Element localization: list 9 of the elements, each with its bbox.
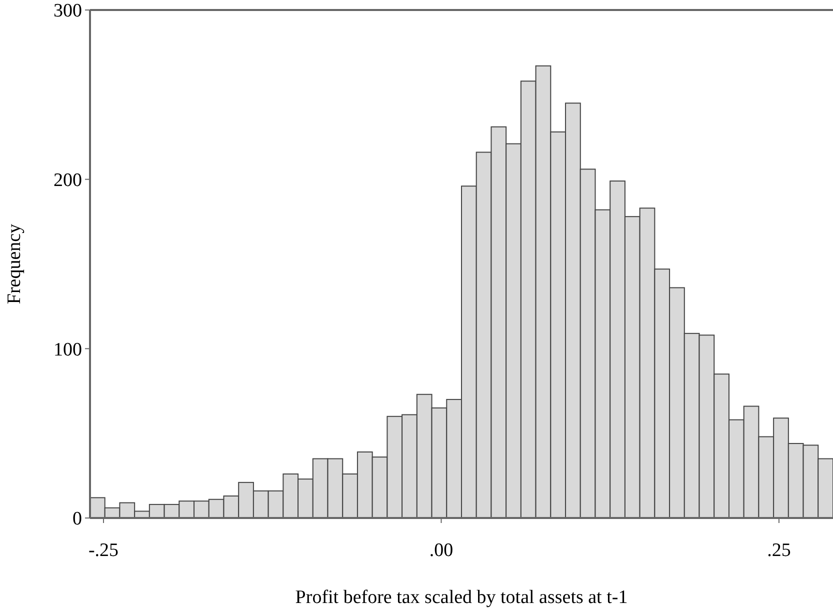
y-axis-title: Frequency [4, 223, 25, 304]
y-tick-label: 100 [54, 339, 82, 360]
x-axis-title: Profit before tax scaled by total assets at t-1 [295, 587, 628, 608]
x-tick-label: -.25 [88, 540, 119, 561]
y-tick-label: 200 [54, 170, 82, 191]
y-tick-label: 300 [54, 0, 82, 22]
y-tick-label: 0 [72, 508, 82, 530]
x-tick-label: .25 [767, 540, 791, 561]
x-tick-label: .00 [429, 540, 454, 561]
